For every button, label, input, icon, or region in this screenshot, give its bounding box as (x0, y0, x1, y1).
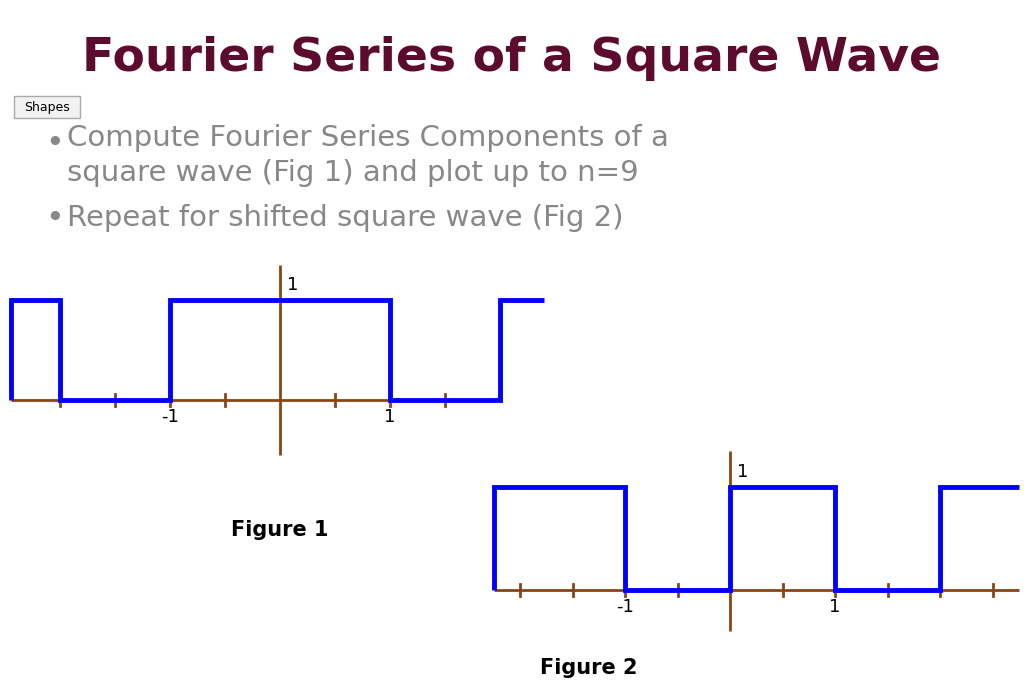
Text: 1: 1 (829, 598, 841, 616)
Text: Figure 2: Figure 2 (540, 658, 637, 678)
Text: Shapes: Shapes (25, 100, 70, 113)
Text: •: • (45, 128, 63, 158)
Text: 1: 1 (737, 463, 749, 481)
Text: •: • (45, 202, 63, 234)
Text: -1: -1 (616, 598, 634, 616)
Text: 1: 1 (287, 276, 298, 294)
FancyBboxPatch shape (14, 96, 80, 118)
Text: Repeat for shifted square wave (Fig 2): Repeat for shifted square wave (Fig 2) (67, 204, 624, 232)
Text: Compute Fourier Series Components of a: Compute Fourier Series Components of a (67, 124, 669, 152)
Text: square wave (Fig 1) and plot up to n=9: square wave (Fig 1) and plot up to n=9 (67, 159, 639, 187)
Text: Fourier Series of a Square Wave: Fourier Series of a Square Wave (83, 35, 941, 80)
Text: Figure 1: Figure 1 (231, 520, 329, 540)
Text: 1: 1 (384, 408, 395, 426)
Text: -1: -1 (161, 408, 179, 426)
